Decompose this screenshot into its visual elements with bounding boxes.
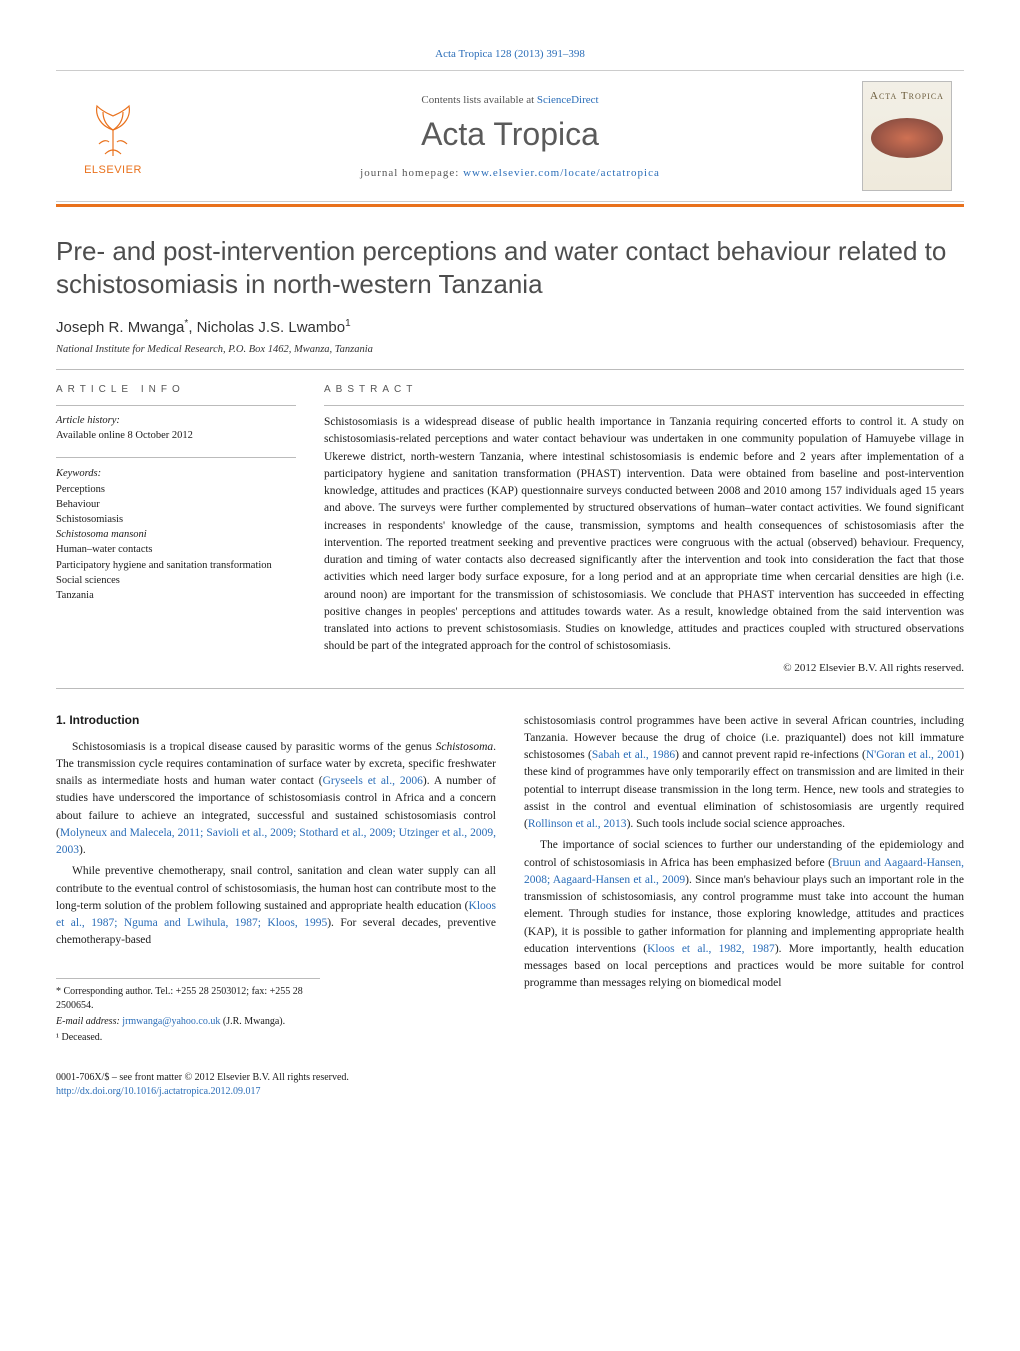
email-footnote: E-mail address: jrmwanga@yahoo.co.uk (J.… [56,1015,320,1029]
author-2: Nicholas J.S. Lwambo [197,319,345,336]
masthead: ELSEVIER Contents lists available at Sci… [56,70,964,202]
text-run: While preventive chemotherapy, snail con… [56,865,496,912]
keyword-item: Human–water contacts [56,542,296,557]
footnotes: * Corresponding author. Tel.: +255 28 25… [56,978,320,1045]
body-paragraph: schistosomiasis control programmes have … [524,713,964,834]
cover-journal-title: Acta Tropica [870,90,944,102]
deceased-footnote: ¹ Deceased. [56,1031,320,1045]
keyword-item: Schistosoma mansoni [56,527,296,542]
rule-after-abstract [56,688,964,689]
body-column-right: schistosomiasis control programmes have … [524,713,964,1047]
keywords-head: Keywords: [56,468,101,479]
author-2-footnote-mark: 1 [345,318,351,329]
author-sep: , [188,319,196,336]
body-column-left: 1. Introduction Schistosomiasis is a tro… [56,713,496,1047]
abstract-copyright: © 2012 Elsevier B.V. All rights reserved… [324,662,964,674]
author-line: Joseph R. Mwanga*, Nicholas J.S. Lwambo1 [56,318,964,336]
publisher-logo-block: ELSEVIER [68,96,158,176]
email-label: E-mail address: [56,1016,120,1027]
sciencedirect-link[interactable]: ScienceDirect [537,94,599,106]
contents-prefix: Contents lists available at [421,94,536,106]
front-matter-line: 0001-706X/$ – see front matter © 2012 El… [56,1071,964,1085]
citation-link[interactable]: Kloos et al., 1982, 1987 [647,943,775,955]
running-header: Acta Tropica 128 (2013) 391–398 [56,48,964,60]
article-title: Pre- and post-intervention perceptions a… [56,235,964,300]
publisher-name: ELSEVIER [84,164,142,176]
doi-link[interactable]: http://dx.doi.org/10.1016/j.actatropica.… [56,1086,261,1097]
cover-map-graphic [871,118,943,158]
rule-abstract [324,405,964,406]
author-1: Joseph R. Mwanga [56,319,184,336]
keyword-item: Social sciences [56,573,296,588]
homepage-link[interactable]: www.elsevier.com/locate/actatropica [463,167,660,179]
rule-info-2 [56,457,296,458]
citation-link[interactable]: Rollinson et al., 2013 [528,818,627,830]
email-tail: (J.R. Mwanga). [220,1016,285,1027]
text-run: Schistosomiasis is a tropical disease ca… [72,741,436,753]
rule-info-1 [56,405,296,406]
orange-divider [56,204,964,207]
text-run: ) and cannot prevent rapid re-infections… [675,749,866,761]
citation-link[interactable]: Gryseels et al., 2006 [323,775,423,787]
article-history: Article history: Available online 8 Octo… [56,414,296,443]
keywords-block: Keywords: PerceptionsBehaviourSchistosom… [56,466,296,603]
affiliation: National Institute for Medical Research,… [56,344,964,355]
citation-link[interactable]: Molyneux and Malecela, 2011; Savioli et … [56,827,496,856]
section-1-heading: 1. Introduction [56,713,496,727]
citation-link[interactable]: N'Goran et al., 2001 [866,749,960,761]
footer-block: 0001-706X/$ – see front matter © 2012 El… [56,1071,964,1099]
abstract-label: ABSTRACT [324,384,964,395]
article-history-line: Available online 8 October 2012 [56,430,193,441]
keyword-item: Perceptions [56,482,296,497]
homepage-prefix: journal homepage: [360,167,463,179]
text-run: ). Such tools include social science app… [627,818,845,830]
journal-title: Acta Tropica [158,116,862,153]
body-paragraph: While preventive chemotherapy, snail con… [56,863,496,949]
contents-lists-line: Contents lists available at ScienceDirec… [158,94,862,106]
article-history-head: Article history: [56,415,120,426]
keyword-item: Schistosomiasis [56,512,296,527]
text-run: ). [79,844,86,856]
elsevier-tree-icon [81,96,145,160]
journal-cover-thumb: Acta Tropica [862,81,952,191]
citation-link[interactable]: Sabah et al., 1986 [592,749,675,761]
body-paragraph: The importance of social sciences to fur… [524,837,964,992]
journal-homepage-line: journal homepage: www.elsevier.com/locat… [158,167,862,179]
body-paragraph: Schistosomiasis is a tropical disease ca… [56,739,496,860]
article-info-label: ARTICLE INFO [56,384,296,395]
keyword-item: Tanzania [56,588,296,603]
corr-author-footnote: * Corresponding author. Tel.: +255 28 25… [56,985,320,1013]
keyword-item: Behaviour [56,497,296,512]
abstract-text: Schistosomiasis is a widespread disease … [324,414,964,656]
keyword-item: Participatory hygiene and sanitation tra… [56,558,296,573]
rule-above-info [56,369,964,370]
text-run: Schistosoma [436,741,494,753]
email-link[interactable]: jrmwanga@yahoo.co.uk [122,1016,220,1027]
